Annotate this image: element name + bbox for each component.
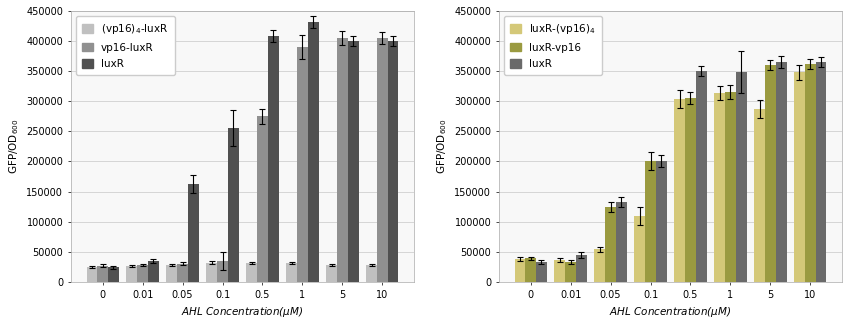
Y-axis label: GFP/OD$_{600}$: GFP/OD$_{600}$: [435, 119, 449, 174]
Bar: [794, 72, 805, 282]
Bar: [326, 265, 337, 282]
Bar: [576, 255, 587, 282]
Bar: [765, 65, 776, 282]
Bar: [656, 161, 666, 282]
Bar: [297, 47, 308, 282]
Bar: [714, 93, 725, 282]
Bar: [257, 116, 268, 282]
Bar: [108, 267, 119, 282]
Legend: luxR-(vp16)$_4$, luxR-vp16, luxR: luxR-(vp16)$_4$, luxR-vp16, luxR: [504, 16, 602, 75]
Bar: [725, 92, 736, 282]
Bar: [228, 128, 239, 282]
Bar: [554, 260, 565, 282]
Bar: [634, 215, 645, 282]
Bar: [148, 261, 159, 282]
Bar: [366, 265, 377, 282]
Bar: [98, 266, 108, 282]
Bar: [565, 262, 576, 282]
Bar: [605, 207, 616, 282]
Bar: [246, 263, 257, 282]
Bar: [127, 266, 138, 282]
Bar: [754, 109, 765, 282]
Bar: [217, 261, 228, 282]
Bar: [816, 62, 826, 282]
Bar: [674, 99, 685, 282]
Bar: [308, 22, 318, 282]
Bar: [514, 259, 526, 282]
Bar: [616, 202, 627, 282]
Bar: [377, 38, 388, 282]
Bar: [138, 265, 148, 282]
X-axis label: AHL Concentration($\mu$M): AHL Concentration($\mu$M): [181, 305, 304, 319]
Bar: [388, 41, 398, 282]
Bar: [177, 264, 188, 282]
Bar: [268, 36, 278, 282]
Bar: [805, 64, 816, 282]
Bar: [87, 267, 98, 282]
Y-axis label: GFP/OD$_{600}$: GFP/OD$_{600}$: [7, 119, 20, 174]
Legend: (vp16)$_4$-luxR, vp16-luxR, luxR: (vp16)$_4$-luxR, vp16-luxR, luxR: [76, 16, 175, 75]
Bar: [536, 262, 547, 282]
Bar: [337, 38, 348, 282]
Bar: [696, 71, 706, 282]
Bar: [685, 98, 696, 282]
Bar: [166, 265, 177, 282]
Bar: [645, 161, 656, 282]
Bar: [526, 259, 536, 282]
Bar: [188, 184, 199, 282]
Bar: [206, 263, 217, 282]
Bar: [776, 62, 786, 282]
Bar: [286, 263, 297, 282]
Bar: [594, 249, 605, 282]
Bar: [736, 72, 746, 282]
X-axis label: AHL Concentration($\mu$M): AHL Concentration($\mu$M): [610, 305, 732, 319]
Bar: [348, 41, 358, 282]
